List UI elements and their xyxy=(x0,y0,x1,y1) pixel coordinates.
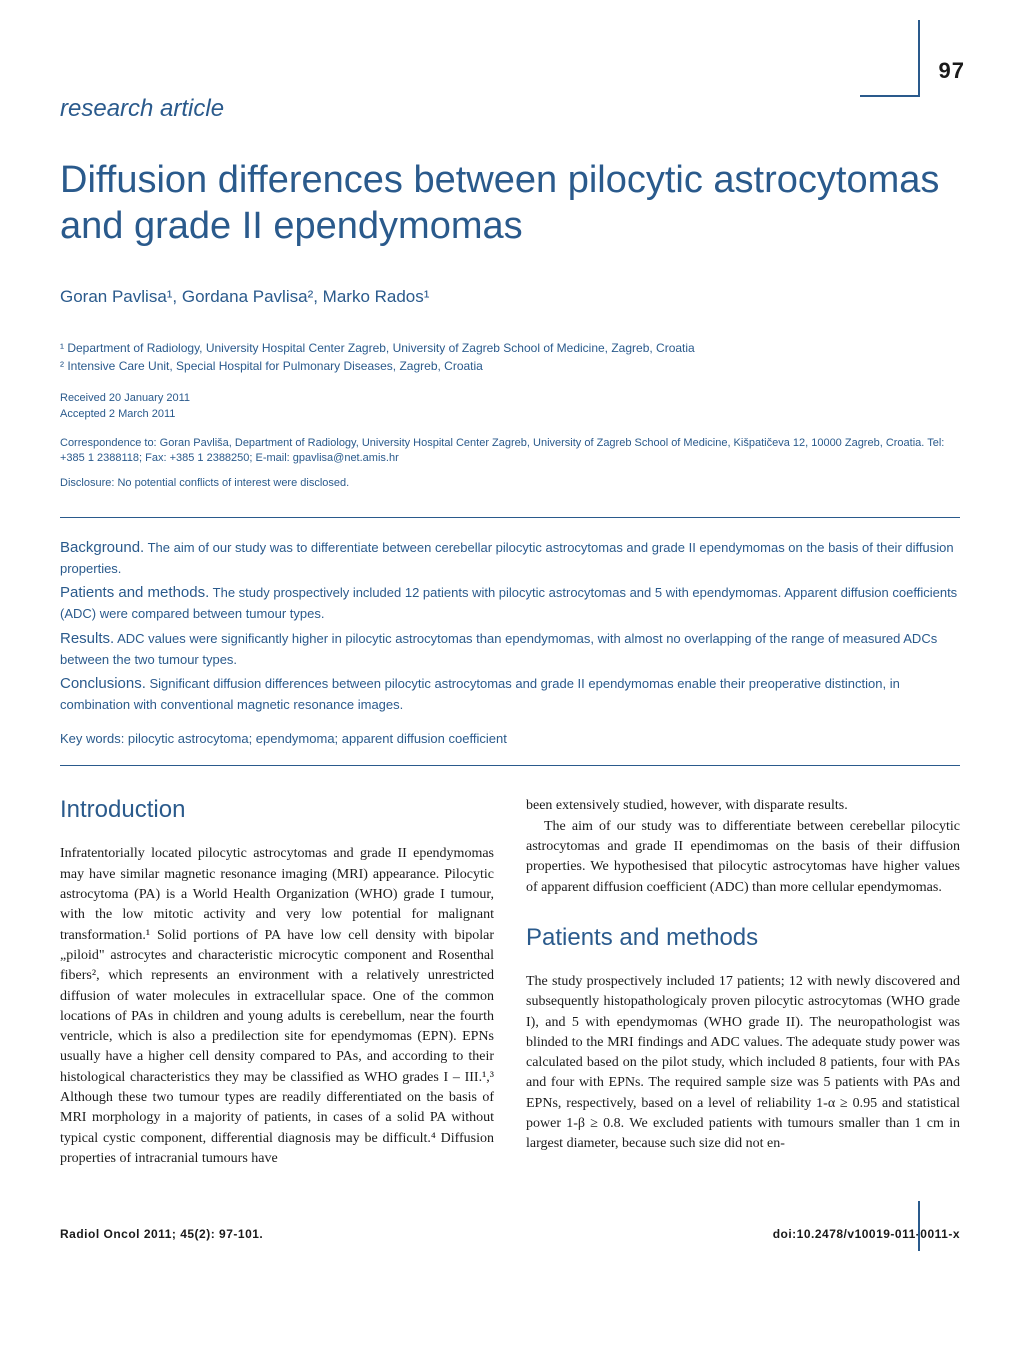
background-text: The aim of our study was to differentiat… xyxy=(60,540,954,576)
keywords: Key words: pilocytic astrocytoma; ependy… xyxy=(60,729,960,749)
correspondence: Correspondence to: Goran Pavliša, Depart… xyxy=(60,436,960,467)
conclusions-label: Conclusions. xyxy=(60,675,146,692)
right-column: been extensively studied, however, with … xyxy=(526,796,960,1169)
accepted-date: Accepted 2 March 2011 xyxy=(60,407,960,422)
page-footer: Radiol Oncol 2011; 45(2): 97-101. doi:10… xyxy=(60,1219,960,1241)
authors: Goran Pavlisa¹, Gordana Pavlisa², Marko … xyxy=(60,287,960,307)
results-text: ADC values were significantly higher in … xyxy=(60,631,937,667)
abstract-background: Background. The aim of our study was to … xyxy=(60,536,960,579)
corner-accent-vertical xyxy=(918,20,920,95)
patients-label: Patients and methods. xyxy=(60,584,209,601)
conclusions-text: Significant diffusion differences betwee… xyxy=(60,676,900,712)
corner-accent-horizontal xyxy=(860,95,920,97)
received-date: Received 20 January 2011 xyxy=(60,391,960,406)
affiliations: ¹ Department of Radiology, University Ho… xyxy=(60,339,960,375)
background-label: Background. xyxy=(60,539,144,556)
footer-accent-vertical xyxy=(918,1201,920,1251)
affiliation-1: ¹ Department of Radiology, University Ho… xyxy=(60,339,960,357)
abstract-results: Results. ADC values were significantly h… xyxy=(60,627,960,670)
abstract: Background. The aim of our study was to … xyxy=(60,536,960,750)
article-type: research article xyxy=(60,95,960,123)
abstract-conclusions: Conclusions. Significant diffusion diffe… xyxy=(60,672,960,715)
divider-top xyxy=(60,517,960,518)
results-label: Results. xyxy=(60,630,114,647)
dates: Received 20 January 2011 Accepted 2 Marc… xyxy=(60,391,960,422)
intro-paragraph-3: The aim of our study was to differentiat… xyxy=(526,817,960,898)
body-columns: Introduction Infratentorially located pi… xyxy=(60,796,960,1169)
affiliation-2: ² Intensive Care Unit, Special Hospital … xyxy=(60,357,960,375)
introduction-heading: Introduction xyxy=(60,796,494,824)
intro-paragraph-2: been extensively studied, however, with … xyxy=(526,796,960,816)
methods-paragraph-1: The study prospectively included 17 pati… xyxy=(526,972,960,1155)
disclosure: Disclosure: No potential conflicts of in… xyxy=(60,477,960,489)
intro-paragraph-1: Infratentorially located pilocytic astro… xyxy=(60,844,494,1169)
left-column: Introduction Infratentorially located pi… xyxy=(60,796,494,1169)
article-title: Diffusion differences between pilocytic … xyxy=(60,158,960,249)
methods-heading: Patients and methods xyxy=(526,924,960,952)
footer-doi: doi:10.2478/v10019-011-0011-x xyxy=(773,1227,960,1241)
footer-citation: Radiol Oncol 2011; 45(2): 97-101. xyxy=(60,1227,263,1241)
page-number: 97 xyxy=(939,58,965,84)
divider-bottom xyxy=(60,765,960,766)
abstract-patients: Patients and methods. The study prospect… xyxy=(60,581,960,624)
